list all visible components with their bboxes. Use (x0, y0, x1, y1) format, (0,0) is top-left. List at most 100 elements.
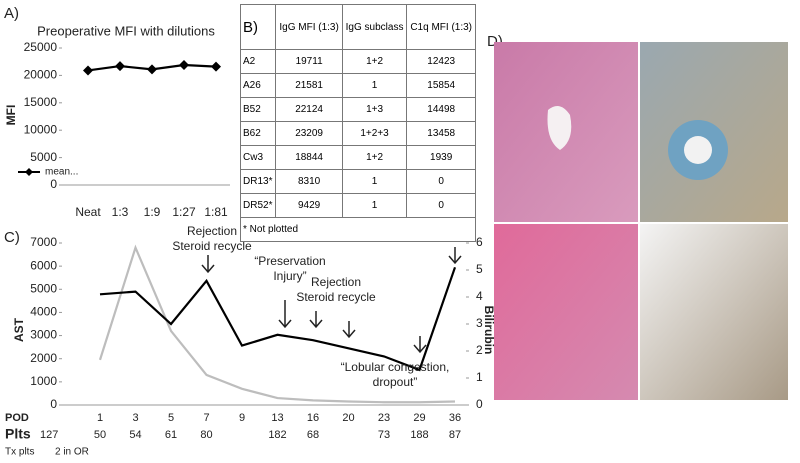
x-tick-label: 1:81 (204, 205, 228, 219)
y-tick-label: 5000 (30, 281, 57, 295)
platelet-count: 188 (410, 429, 428, 441)
table-cell: DR52* (239, 193, 277, 218)
table-cell: 18844 (275, 145, 343, 170)
table-row: B62 23209 1+2+3 13458 (239, 121, 476, 146)
table-cell: B62 (239, 121, 277, 146)
arrow (201, 255, 215, 274)
y-tick-label: 0 (50, 177, 57, 191)
table-cell: 1 (341, 193, 408, 218)
table-cell: 21581 (275, 73, 343, 98)
y2-tick-label: 0 (476, 397, 483, 411)
annotation: dropout” (373, 375, 418, 389)
annotation: “Preservation (254, 254, 325, 268)
y2-tick-label: 4 (476, 289, 483, 303)
x-tick-label: Neat (75, 205, 101, 219)
y-tick-label: 4000 (30, 305, 57, 319)
y2-axis-label: Bilirubin (482, 306, 496, 355)
histology-images (494, 42, 788, 400)
image-detail (547, 106, 572, 150)
table-cell: 1+2 (341, 49, 408, 74)
arrow (309, 311, 323, 329)
table-cell: 1+3 (341, 97, 408, 122)
annotation: Rejection (187, 224, 237, 238)
x-tick-label: 5 (168, 412, 174, 424)
header-cell: IgG MFI (1:3) (275, 4, 343, 50)
platelet-count: 80 (200, 429, 212, 441)
image (640, 224, 788, 400)
point (179, 59, 189, 70)
y2-tick-label: 5 (476, 262, 483, 276)
point (147, 64, 157, 75)
y-tick-label: 2000 (30, 351, 57, 365)
series-line (99, 266, 457, 372)
y-tick-label: 25000 (24, 40, 58, 54)
arrow (413, 336, 427, 354)
table-cell: 23209 (275, 121, 343, 146)
table-row: DR52* 9429 1 0 (239, 193, 476, 218)
annotation: “Lobular congestion, (341, 360, 450, 374)
arrow (278, 300, 292, 329)
table-cell: 1+2 (341, 145, 408, 170)
point (211, 61, 221, 72)
table-cell: 8310 (275, 169, 343, 194)
platelet-count: 61 (165, 429, 177, 441)
y-tick-label: 3000 (30, 328, 57, 342)
platelet-count: 54 (129, 429, 141, 441)
platelet-count: 87 (449, 429, 461, 441)
series-line (98, 244, 456, 404)
x-tick-label: 29 (413, 412, 425, 424)
table-row: B52 22124 1+3 14498 (239, 97, 476, 122)
table-cell: B52 (239, 97, 277, 122)
header-row: B) IgG MFI (1:3) IgG subclass C1q MFI (1:3) (239, 4, 476, 50)
footnote-row: * Not plotted (240, 217, 476, 242)
y-tick-label: 20000 (24, 68, 58, 82)
table-cell: 19711 (275, 49, 343, 74)
point (83, 65, 93, 76)
table-row: A2 19711 1+2 12423 (239, 49, 476, 74)
platelet-count: 68 (307, 429, 319, 441)
row-label: Plts (5, 426, 31, 442)
x-tick-label: 1 (97, 412, 103, 424)
arrow (448, 247, 462, 265)
chart-title: Preoperative MFI with dilutions (37, 23, 215, 38)
table-cell: 1 (341, 73, 408, 98)
x-tick-label: 20 (342, 412, 354, 424)
y-tick-label: 7000 (30, 235, 57, 249)
table-cell: A2 (239, 49, 277, 74)
y-tick-label: 10000 (24, 122, 58, 136)
image (494, 224, 638, 400)
table-cell: 15854 (406, 73, 476, 98)
annotation: Injury” (273, 269, 306, 283)
footnote: * Not plotted (240, 217, 476, 242)
y-tick-label: 0 (50, 397, 57, 411)
table-cell: 0 (406, 169, 476, 194)
table-cell: 1939 (406, 145, 476, 170)
y2-tick-label: 3 (476, 316, 483, 330)
table-cell: 12423 (406, 49, 476, 74)
x-tick-label: 36 (449, 412, 461, 424)
row-label: Tx plts (5, 447, 34, 458)
table-cell: Cw3 (239, 145, 277, 170)
table-cell: 9429 (275, 193, 343, 218)
x-tick-label: 3 (132, 412, 138, 424)
platelet-count: 73 (378, 429, 390, 441)
y-axis-label: MFI (4, 105, 18, 126)
table-cell: DR13* (239, 169, 277, 194)
table-row: Cw3 18844 1+2 1939 (239, 145, 476, 170)
x-tick-label: 1:27 (172, 205, 196, 219)
table-row: DR13* 8310 1 0 (239, 169, 476, 194)
table-cell: 1+2+3 (341, 121, 408, 146)
x-tick-label: 13 (271, 412, 283, 424)
table-cell: A26 (239, 73, 277, 98)
table-row: A26 21581 1 15854 (239, 73, 476, 98)
x-tick-label: 9 (239, 412, 245, 424)
legend-label: mean... (45, 167, 78, 178)
point (115, 61, 125, 72)
y-tick-label: 6000 (30, 258, 57, 272)
x-axis-label: POD (5, 412, 29, 424)
table-cell: 14498 (406, 97, 476, 122)
x-tick-label: 1:9 (144, 205, 161, 219)
y-tick-label: 1000 (30, 374, 57, 388)
